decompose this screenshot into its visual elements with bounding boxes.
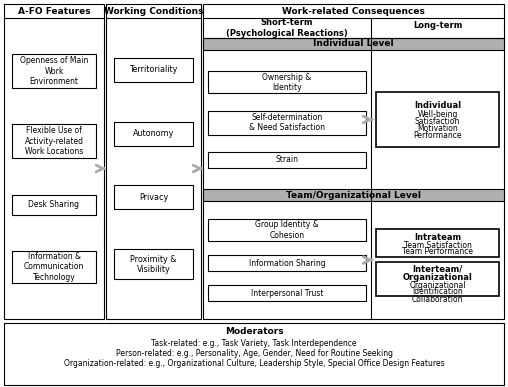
Bar: [376, 262, 499, 296]
Text: Performance: Performance: [413, 131, 462, 140]
Text: Group Identity &
Cohesion: Group Identity & Cohesion: [255, 220, 319, 240]
Text: Moderators: Moderators: [225, 327, 283, 337]
Bar: [114, 58, 193, 82]
Text: Autonomy: Autonomy: [133, 129, 174, 138]
Text: Well-being: Well-being: [417, 110, 458, 119]
Text: Self-determination
& Need Satisfaction: Self-determination & Need Satisfaction: [249, 113, 325, 132]
Text: Territoriality: Territoriality: [130, 65, 178, 74]
Text: Interteam/: Interteam/: [412, 264, 463, 274]
Text: Information Sharing: Information Sharing: [249, 259, 325, 267]
Text: A-FO Features: A-FO Features: [18, 7, 90, 15]
Bar: [376, 92, 499, 147]
Text: Flexible Use of
Activity-related
Work Locations: Flexible Use of Activity-related Work Lo…: [24, 127, 83, 156]
Text: Team Satisfaction: Team Satisfaction: [403, 240, 471, 250]
Text: Collaboration: Collaboration: [412, 295, 463, 303]
Text: Team Performance: Team Performance: [402, 248, 473, 257]
Text: Long-term: Long-term: [413, 21, 462, 29]
Bar: [208, 71, 366, 93]
Bar: [208, 219, 366, 241]
Text: Individual Level: Individual Level: [313, 39, 394, 48]
Bar: [106, 4, 201, 319]
Bar: [114, 249, 193, 279]
Text: Working Conditions: Working Conditions: [104, 7, 203, 15]
Text: Short-term
(Psychological Reactions): Short-term (Psychological Reactions): [226, 18, 348, 38]
Text: Information &
Communication
Technology: Information & Communication Technology: [24, 252, 84, 282]
Text: Strain: Strain: [275, 155, 299, 164]
Bar: [376, 229, 499, 257]
Text: Person-related: e.g., Personality, Age, Gender, Need for Routine Seeking: Person-related: e.g., Personality, Age, …: [115, 349, 393, 358]
Bar: [203, 38, 504, 50]
Bar: [208, 111, 366, 135]
Text: Organizational: Organizational: [402, 272, 472, 281]
Text: Satisfaction: Satisfaction: [415, 117, 460, 126]
Text: Intrateam: Intrateam: [414, 233, 461, 241]
Text: Organizational: Organizational: [409, 281, 466, 289]
Text: Task-related: e.g., Task Variety, Task Interdependence: Task-related: e.g., Task Variety, Task I…: [151, 339, 357, 348]
Text: Individual: Individual: [414, 101, 461, 110]
Bar: [4, 323, 504, 385]
Text: Privacy: Privacy: [139, 193, 168, 202]
Text: Desk Sharing: Desk Sharing: [28, 200, 79, 209]
Text: Interpersonal Trust: Interpersonal Trust: [251, 288, 323, 298]
Text: Ownership &
Identity: Ownership & Identity: [262, 72, 311, 92]
Bar: [208, 285, 366, 301]
Bar: [12, 195, 96, 215]
Text: Proximity &
Visibility: Proximity & Visibility: [130, 255, 177, 274]
Text: Organization-related: e.g., Organizational Culture, Leadership Style, Special Of: Organization-related: e.g., Organization…: [64, 358, 444, 368]
Text: Identification: Identification: [412, 288, 463, 296]
Bar: [203, 4, 504, 319]
Bar: [12, 124, 96, 158]
Text: Team/Organizational Level: Team/Organizational Level: [286, 190, 421, 200]
Text: Motivation: Motivation: [417, 124, 458, 133]
Bar: [208, 255, 366, 271]
Bar: [203, 189, 504, 201]
Bar: [12, 251, 96, 283]
Text: Openness of Main
Work
Environment: Openness of Main Work Environment: [20, 56, 88, 86]
Bar: [114, 122, 193, 146]
Bar: [4, 4, 104, 319]
Bar: [208, 152, 366, 168]
Bar: [114, 185, 193, 209]
Bar: [12, 54, 96, 88]
Text: Work-related Consequences: Work-related Consequences: [282, 7, 425, 15]
